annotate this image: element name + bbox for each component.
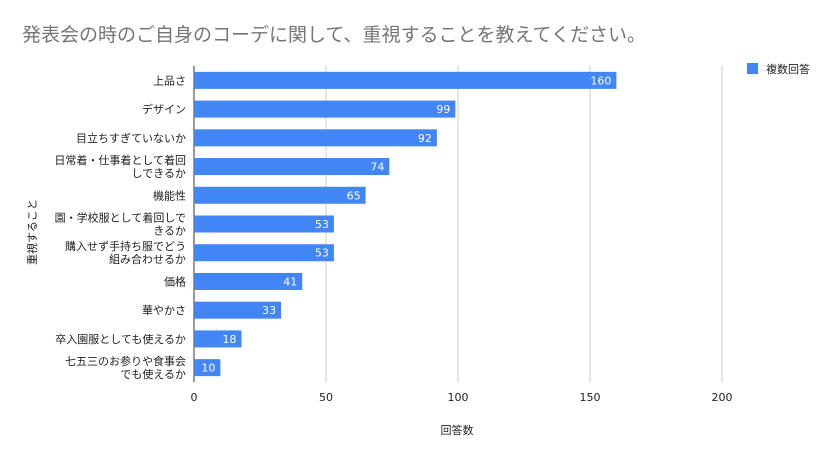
bars: 160 99 92 74 65 53 53 41 33 18 10 [194, 71, 617, 377]
x-tick-label: 150 [580, 391, 601, 404]
bar [194, 158, 390, 176]
bar [194, 100, 456, 118]
category-label: 卒入園服としても使えるか [55, 332, 186, 346]
x-axis-title: 回答数 [441, 423, 474, 437]
category-label: 機能性 [153, 188, 186, 202]
legend: 複数回答 [747, 62, 810, 76]
x-tick-label: 100 [448, 391, 469, 404]
category-label: 上品さ [153, 74, 186, 87]
data-label: 99 [436, 103, 450, 116]
data-label: 92 [418, 132, 432, 145]
x-tick-label: 50 [319, 391, 333, 404]
category-label: 華やかさ [142, 304, 186, 317]
data-label: 65 [347, 189, 361, 202]
category-label: 七五三のお参りや食事会でも使えるか [65, 354, 186, 381]
category-label: 日常着・仕事着として着回しできるか [54, 153, 186, 180]
category-label: デザイン [142, 102, 186, 116]
category-label: 目立ちすぎていないか [76, 131, 186, 145]
bar [194, 129, 437, 147]
bar [194, 186, 366, 204]
bar [194, 244, 334, 262]
y-axis-title: 重視すること [25, 199, 39, 265]
data-label: 160 [590, 74, 611, 87]
data-label: 18 [223, 333, 237, 346]
category-label: 購入せず手持ち服でどう組み合わせるか [65, 239, 186, 266]
data-label: 10 [201, 362, 215, 375]
category-label: 価格 [164, 274, 186, 288]
data-label: 74 [370, 161, 384, 174]
legend-swatch [747, 63, 758, 74]
data-label: 53 [315, 247, 329, 260]
x-axis-ticks: 0 50 100 150 200 [191, 391, 733, 404]
category-labels: 上品さデザイン目立ちすぎていないか日常着・仕事着として着回しできるか機能性園・学… [54, 74, 186, 381]
bar [194, 215, 334, 233]
legend-label: 複数回答 [766, 62, 810, 76]
category-label: 園・学校服として着回しできるか [55, 211, 186, 238]
bar [194, 359, 221, 377]
x-tick-label: 200 [712, 391, 733, 404]
bar [194, 272, 303, 290]
bar [194, 330, 242, 348]
data-label: 41 [283, 275, 297, 288]
data-label: 33 [262, 304, 276, 317]
chart-title: 発表会の時のご自身のコーデに関して、重視することを教えてください。 [22, 24, 646, 46]
bar [194, 301, 282, 319]
x-tick-label: 0 [191, 391, 198, 404]
bar [194, 71, 617, 89]
data-label: 53 [315, 218, 329, 231]
